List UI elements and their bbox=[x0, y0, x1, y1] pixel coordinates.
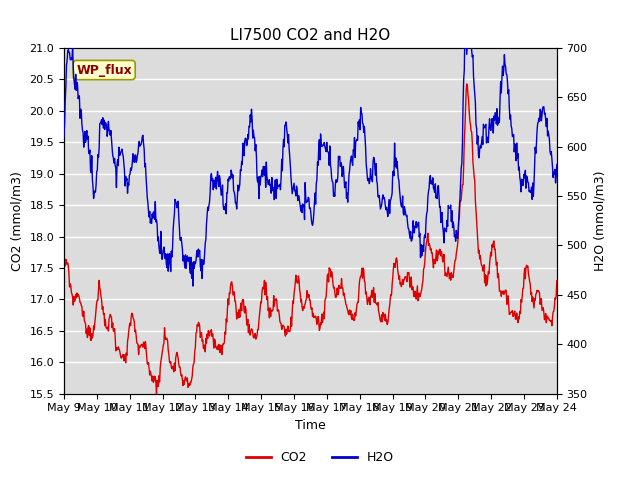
Legend: CO2, H2O: CO2, H2O bbox=[241, 446, 399, 469]
Y-axis label: H2O (mmol/m3): H2O (mmol/m3) bbox=[593, 170, 606, 271]
Title: LI7500 CO2 and H2O: LI7500 CO2 and H2O bbox=[230, 28, 390, 43]
X-axis label: Time: Time bbox=[295, 419, 326, 432]
Y-axis label: CO2 (mmol/m3): CO2 (mmol/m3) bbox=[11, 171, 24, 271]
Text: WP_flux: WP_flux bbox=[76, 63, 132, 76]
